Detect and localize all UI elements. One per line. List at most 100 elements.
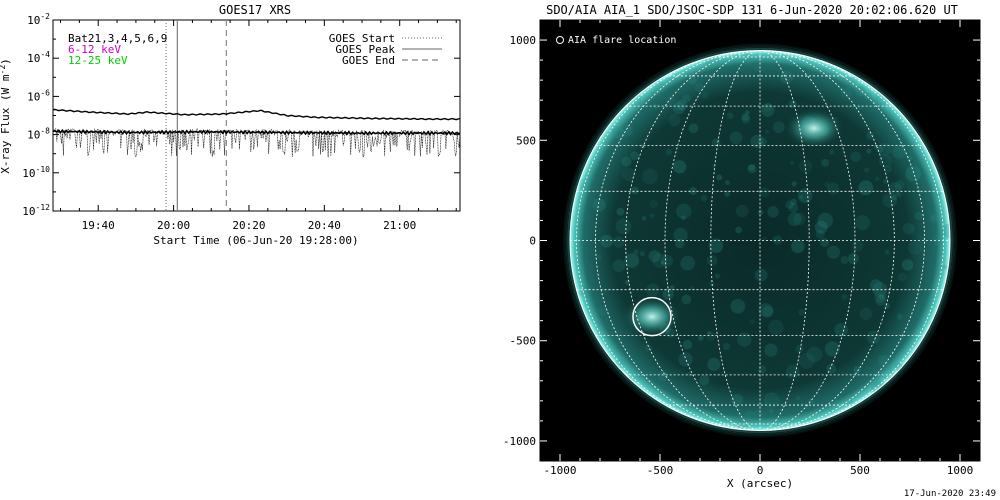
- disk-texture-blob: [592, 198, 606, 212]
- disk-texture-blob: [791, 181, 797, 187]
- aia-y-axis: -1000 -500 0 500 1000: [503, 34, 980, 448]
- goes-y-tick-label: 10-4: [27, 50, 50, 65]
- disk-texture-blob: [788, 203, 799, 213]
- disk-texture-blob: [761, 103, 775, 117]
- heliographic-grid: [570, 50, 950, 431]
- longitude-line: [759, 50, 944, 431]
- disk-texture-blob: [759, 187, 770, 198]
- disk-texture-blob: [753, 408, 764, 420]
- disk-texture-blob: [826, 363, 837, 374]
- flare-location-marker[interactable]: [632, 296, 672, 337]
- disk-texture-blob: [630, 151, 640, 161]
- disk-texture-blob: [681, 294, 692, 305]
- disk-texture-blob: [793, 212, 806, 226]
- disk-texture-blob: [931, 213, 940, 221]
- disk-texture-blob: [795, 395, 801, 401]
- disk-texture-blob: [795, 344, 804, 353]
- disk-texture-blob: [891, 194, 898, 201]
- disk-texture-blob: [875, 176, 880, 181]
- disk-texture-blob: [646, 283, 660, 297]
- disk-texture-blob: [682, 340, 693, 350]
- disk-texture-blob: [682, 94, 691, 103]
- disk-texture-blob: [669, 285, 675, 291]
- disk-texture-blob: [662, 288, 674, 300]
- disk-texture-blob: [767, 206, 779, 218]
- disk-texture-blob: [700, 194, 708, 202]
- disk-texture-blob: [844, 398, 854, 407]
- disk-texture-blob: [649, 199, 658, 209]
- disk-texture-blob: [753, 64, 761, 72]
- disk-texture-blob: [622, 167, 636, 182]
- disk-texture-blob: [840, 256, 849, 264]
- goes-short-channel-line: [52, 127, 461, 158]
- disk-texture-blob: [741, 114, 751, 124]
- disk-texture-blob: [789, 160, 795, 166]
- disk-texture-blob: [859, 307, 872, 320]
- longitude-line: [595, 50, 761, 431]
- disk-texture-blob: [902, 222, 915, 235]
- disk-texture-blob: [733, 415, 740, 423]
- flare-legend-label: AIA flare location: [568, 35, 676, 46]
- disk-texture-blob: [678, 352, 693, 367]
- disk-texture-blob: [841, 293, 848, 300]
- disk-texture-blob: [864, 93, 872, 101]
- disk-texture-blob: [827, 182, 840, 195]
- disk-texture-blob: [763, 102, 772, 112]
- disk-texture-blob: [788, 99, 797, 109]
- disk-texture-blob: [612, 259, 626, 273]
- disk-texture-blob: [658, 371, 669, 382]
- disk-texture-blob: [757, 209, 764, 216]
- disk-texture-blob: [878, 294, 885, 300]
- disk-texture-blob: [884, 165, 893, 173]
- disk-texture-blob: [729, 131, 743, 145]
- disk-texture-blob: [736, 419, 749, 431]
- disk-texture-blob: [869, 279, 882, 292]
- disk-texture-blob: [905, 165, 922, 182]
- disk-texture-blob: [874, 290, 887, 303]
- disk-texture-blob: [652, 80, 665, 93]
- longitude-line: [625, 50, 761, 431]
- goes-x-tick-label: 20:00: [157, 219, 190, 232]
- disk-texture-blob: [840, 85, 853, 98]
- disk-texture-blob: [619, 124, 633, 138]
- disk-texture-blob: [578, 289, 586, 297]
- disk-texture-blob: [707, 331, 712, 336]
- aia-y-tick-label: 500: [516, 134, 536, 147]
- disk-texture-blob: [749, 319, 755, 325]
- disk-texture-blob: [675, 238, 685, 249]
- disk-texture-blob: [941, 223, 950, 238]
- disk-texture-blob: [878, 355, 889, 366]
- disk-texture-blob: [616, 207, 625, 216]
- disk-texture-blob: [639, 250, 646, 257]
- disk-texture-blob: [797, 188, 813, 204]
- disk-texture-blob: [676, 203, 692, 219]
- disk-texture-blob: [744, 410, 756, 422]
- disk-texture-blob: [855, 85, 866, 97]
- longitude-line: [664, 50, 761, 431]
- disk-texture-blob: [665, 148, 673, 156]
- disk-texture-blob: [714, 273, 720, 279]
- disk-texture-blob: [858, 180, 874, 196]
- disk-texture-blob: [851, 239, 864, 252]
- disk-texture-blob: [798, 352, 815, 369]
- disk-texture-blob: [675, 99, 687, 111]
- disk-texture-blob: [641, 216, 647, 221]
- disk-texture-blob: [758, 303, 773, 318]
- disk-texture-blob: [763, 392, 780, 409]
- detector-legend-entry: 6-12 keV: [68, 43, 121, 56]
- disk-texture-blob: [901, 259, 914, 271]
- corona-ring: [566, 46, 954, 435]
- aia-x-tick-label: -500: [647, 464, 674, 477]
- disk-texture-blob: [799, 159, 813, 173]
- active-region-glow: [622, 296, 682, 337]
- disk-texture-blob: [854, 215, 870, 231]
- detector-legend-entry: 12-25 keV: [68, 54, 128, 67]
- disk-texture-blob: [883, 178, 889, 184]
- aia-panel: SDO/AIA AIA_1 SDO/JSOC-SDP 131 6-Jun-202…: [503, 3, 996, 499]
- disk-texture-blob: [765, 129, 770, 134]
- disk-texture-blob: [736, 413, 745, 423]
- disk-texture-blob: [660, 254, 674, 267]
- longitude-line: [759, 50, 810, 431]
- goes-y-tick-label: 10-6: [27, 88, 50, 103]
